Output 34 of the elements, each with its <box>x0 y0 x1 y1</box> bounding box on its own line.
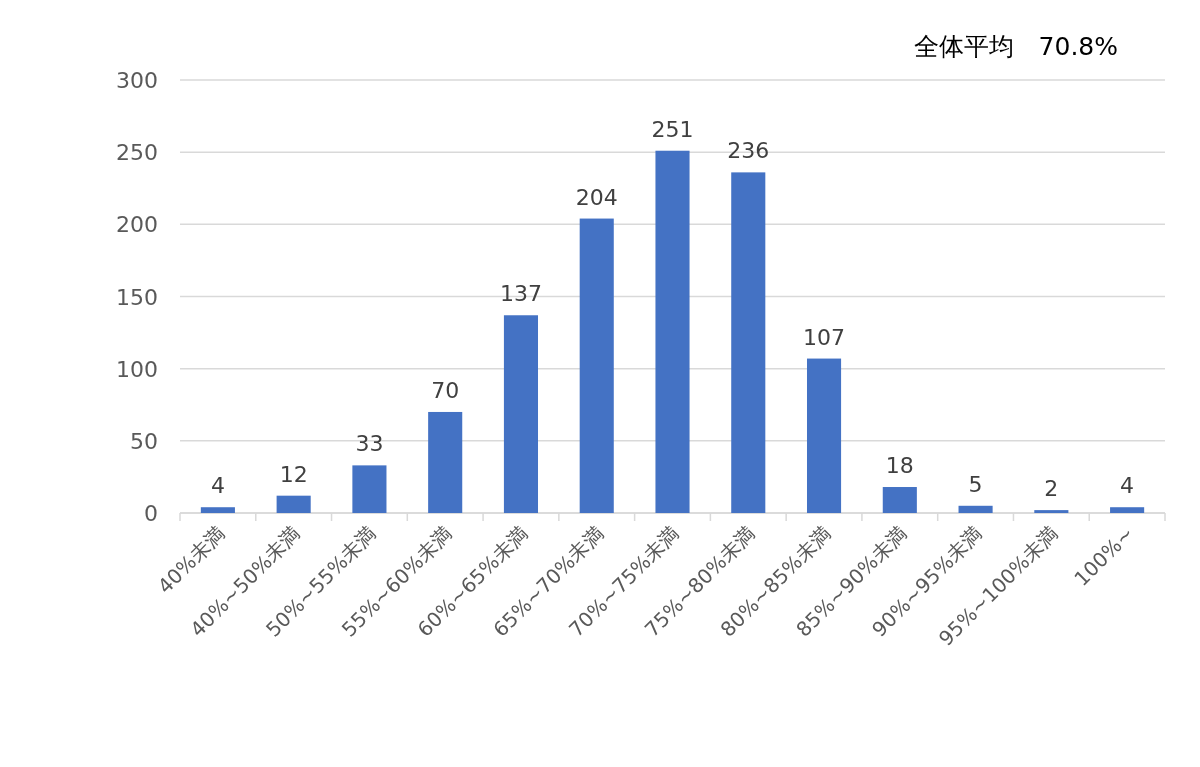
bar <box>503 315 539 513</box>
bar <box>1110 507 1145 513</box>
bar <box>352 465 387 513</box>
data-label: 33 <box>355 431 384 457</box>
bar <box>731 172 766 513</box>
data-label: 5 <box>968 471 983 497</box>
data-label: 4 <box>210 473 225 499</box>
data-label: 2 <box>1044 476 1059 502</box>
bar <box>1034 510 1069 513</box>
data-label: 70 <box>431 377 460 403</box>
y-tick-label: 250 <box>116 140 158 166</box>
y-tick-label: 50 <box>130 428 158 454</box>
y-tick-label: 150 <box>116 284 158 310</box>
bar <box>882 487 917 513</box>
bar <box>806 358 842 513</box>
data-label: 12 <box>279 461 308 487</box>
y-tick-label: 200 <box>116 212 158 238</box>
bar <box>655 150 690 513</box>
data-label: 107 <box>803 324 846 350</box>
bar <box>428 411 463 513</box>
bar <box>200 507 235 513</box>
bar <box>276 495 311 513</box>
y-tick-label: 100 <box>116 356 158 382</box>
data-label: 4 <box>1120 473 1135 499</box>
data-label: 251 <box>651 116 694 142</box>
y-tick-label: 0 <box>144 501 158 526</box>
data-label: 204 <box>575 184 618 210</box>
y-tick-label: 300 <box>116 68 158 93</box>
text: 全体平均 70.8% <box>913 32 1118 61</box>
bar <box>958 505 993 513</box>
data-label: 236 <box>727 138 770 164</box>
data-label: 18 <box>885 453 914 479</box>
data-label: 137 <box>499 281 542 307</box>
bar <box>579 218 614 513</box>
